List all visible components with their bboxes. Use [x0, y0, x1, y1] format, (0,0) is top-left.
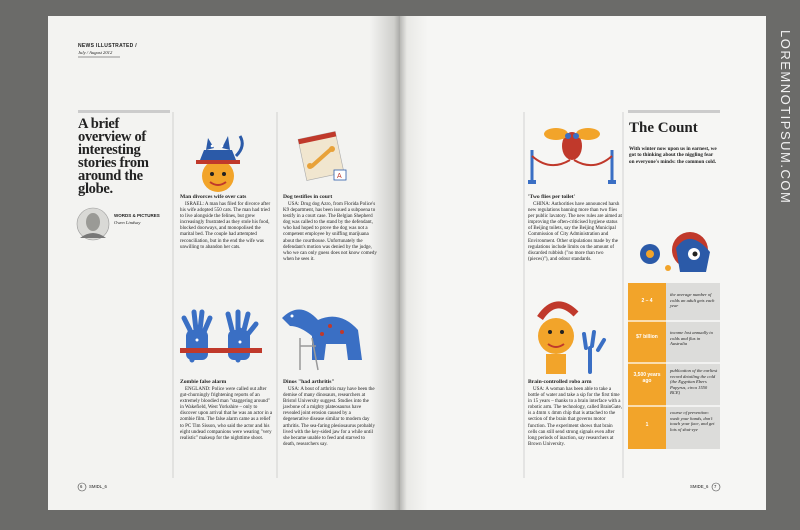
side-url: LOREMNOTIPSUM.COM — [778, 30, 793, 205]
footer-label: SMIDL_6 — [89, 484, 107, 489]
rule — [628, 110, 720, 113]
count-title: The Count — [629, 120, 698, 136]
count-text: publication of the earliest record detai… — [670, 368, 718, 396]
count-figure: 2 – 4 — [641, 298, 653, 304]
article-body: USA: A bout of arthritis may have been t… — [283, 387, 375, 447]
page-badge — [711, 482, 721, 492]
brain-illustration — [537, 301, 606, 374]
left-page — [48, 16, 400, 510]
cat-illustration — [196, 135, 244, 192]
publication-name: NEWS ILLUSTRATED / — [78, 43, 137, 49]
count-text: the average number of colds an adult get… — [670, 292, 715, 309]
count-illustration — [640, 232, 710, 272]
page-number: 6 — [80, 484, 83, 489]
article-body: USA: Drug dog Azro, from Florida Police'… — [283, 202, 377, 262]
credit-label: WORDS & PICTURES — [114, 213, 160, 218]
count-text: income lost annually to colds and flus i… — [670, 330, 713, 347]
author-photo — [80, 233, 106, 238]
article-body: USA: A woman has been able to take a bot… — [528, 387, 622, 447]
page-badge — [77, 482, 87, 492]
credit-name: Owen Lindsay — [114, 220, 141, 225]
zombie-illustration — [180, 309, 262, 363]
article-body: ENGLAND: Police were called out after gu… — [180, 387, 273, 441]
spine-shade — [400, 16, 428, 510]
footer-label: SMIDE_6 — [690, 484, 709, 489]
count-figures-column — [628, 283, 666, 449]
dino-illustration — [282, 309, 362, 371]
headline: A brief overview of interesting stories … — [78, 116, 149, 197]
issue-date: July / August 2012 — [78, 50, 113, 55]
author-photo — [86, 213, 100, 231]
count-intro: With winter now upon us in earnest, we g… — [629, 146, 717, 165]
article-title: Brain-controlled robo arm — [528, 379, 592, 385]
article-title: Dog testifies in court — [283, 194, 333, 200]
article-title: Dinos "had arthritis" — [283, 379, 335, 385]
rule — [78, 110, 170, 113]
article-title: Zombie false alarm — [180, 379, 227, 385]
article-title: 'Two flies per toilet' — [528, 194, 576, 200]
article-title: Man divorces wife over cats — [180, 194, 247, 200]
count-text-column — [666, 283, 720, 449]
svg-text:A: A — [337, 173, 342, 180]
spine-shade — [370, 16, 400, 510]
count-figure: $7 billion — [636, 334, 658, 340]
fly-illustration — [528, 128, 616, 184]
article-body: CHINA: Authorities have announced harsh … — [528, 202, 622, 262]
article-body: ISRAEL: A man has filed for divorce afte… — [180, 202, 271, 250]
count-figure: 1 — [645, 422, 649, 428]
page-number: 7 — [714, 484, 717, 489]
evidence-illustration: A — [297, 131, 347, 181]
count-figure: 3,500 years ago — [633, 372, 661, 384]
count-text: course of prevention: wash your hands, d… — [670, 410, 715, 432]
